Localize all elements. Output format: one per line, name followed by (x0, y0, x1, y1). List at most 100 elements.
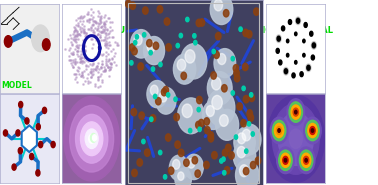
Circle shape (134, 34, 142, 45)
Point (102, 38, 108, 41)
Point (68, 63, 74, 66)
Circle shape (267, 95, 324, 182)
Point (87, 71, 93, 74)
Circle shape (222, 85, 227, 92)
Point (87, 33, 93, 36)
Point (95, 21, 101, 24)
Circle shape (208, 132, 214, 139)
Point (97, 36, 103, 39)
Point (100, 31, 106, 34)
Point (74, 46, 81, 48)
Circle shape (85, 129, 98, 149)
Circle shape (12, 164, 16, 170)
Circle shape (70, 105, 114, 172)
Circle shape (231, 91, 234, 95)
Point (98, 39, 104, 42)
Circle shape (276, 35, 281, 43)
Circle shape (306, 64, 311, 72)
Circle shape (132, 48, 137, 55)
Circle shape (76, 114, 108, 163)
Point (106, 36, 112, 39)
Circle shape (166, 93, 170, 97)
Point (73, 75, 79, 78)
Point (105, 66, 111, 69)
Circle shape (142, 139, 145, 144)
Circle shape (310, 127, 315, 134)
Circle shape (29, 153, 34, 160)
Point (90, 43, 96, 46)
Circle shape (195, 170, 200, 177)
Point (81, 29, 87, 32)
Point (90, 70, 96, 73)
Point (81, 30, 87, 33)
Point (95, 61, 101, 64)
Point (90, 30, 96, 33)
Circle shape (189, 128, 192, 133)
Circle shape (144, 36, 164, 65)
Point (94, 28, 101, 31)
Point (105, 66, 112, 69)
Circle shape (248, 114, 254, 121)
Circle shape (133, 40, 137, 45)
Point (93, 27, 99, 30)
Point (99, 59, 105, 62)
Circle shape (277, 147, 294, 174)
Circle shape (215, 33, 221, 40)
Circle shape (308, 123, 317, 138)
Point (102, 67, 108, 70)
Circle shape (233, 141, 256, 171)
Point (105, 47, 112, 50)
Point (104, 27, 110, 30)
Point (91, 20, 98, 23)
Point (91, 30, 97, 33)
Circle shape (161, 88, 167, 96)
Circle shape (247, 122, 251, 126)
Point (73, 18, 79, 21)
Circle shape (235, 159, 259, 185)
Point (73, 28, 79, 31)
Circle shape (153, 42, 159, 49)
Circle shape (207, 89, 235, 126)
Circle shape (222, 149, 228, 157)
Point (95, 15, 101, 18)
Point (82, 44, 88, 47)
Point (100, 69, 106, 72)
Point (80, 28, 86, 31)
Circle shape (143, 7, 148, 14)
Point (101, 22, 107, 25)
Circle shape (291, 105, 301, 119)
Point (109, 58, 115, 60)
Circle shape (51, 142, 55, 148)
Circle shape (168, 167, 174, 174)
Circle shape (192, 157, 198, 164)
Point (85, 28, 91, 31)
Circle shape (139, 112, 144, 119)
Point (73, 23, 79, 26)
Circle shape (197, 96, 202, 104)
Point (79, 23, 85, 26)
Circle shape (147, 39, 152, 47)
Point (81, 16, 87, 19)
Point (71, 58, 77, 61)
Text: MODEL: MODEL (2, 81, 32, 90)
Point (80, 19, 86, 22)
Circle shape (179, 33, 183, 38)
Circle shape (224, 167, 230, 174)
Circle shape (282, 26, 285, 31)
Point (76, 73, 82, 76)
Point (101, 39, 107, 42)
Circle shape (175, 141, 180, 148)
Point (79, 71, 85, 74)
Point (94, 79, 101, 82)
Point (80, 53, 86, 55)
Point (76, 25, 82, 28)
Circle shape (177, 59, 186, 71)
Point (80, 59, 86, 62)
Point (98, 65, 104, 68)
Circle shape (153, 94, 157, 99)
Point (77, 56, 84, 59)
Polygon shape (22, 125, 37, 152)
Point (108, 62, 115, 65)
Circle shape (223, 10, 229, 17)
Point (77, 58, 83, 61)
